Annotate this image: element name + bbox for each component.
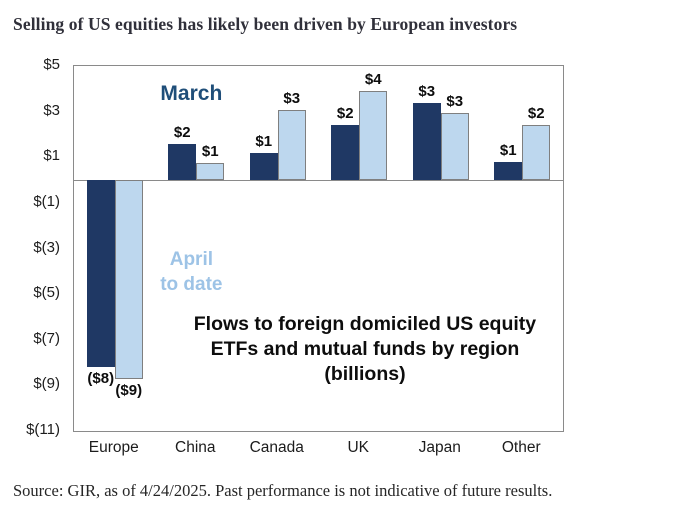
x-category-label: Other — [501, 439, 541, 456]
legend-march-label: March — [160, 82, 223, 105]
y-tick-label: $(3) — [33, 238, 60, 256]
y-tick-label: $(7) — [33, 329, 60, 347]
bar-april-japan — [440, 112, 469, 181]
y-tick-label: $(9) — [33, 375, 60, 393]
bar-value-label: ($8) — [87, 370, 115, 388]
x-category-label: Europe — [88, 439, 139, 456]
y-tick-label: $1 — [43, 147, 60, 165]
bar-april-canada — [277, 110, 306, 181]
bar-value-label: $2 — [173, 123, 191, 141]
bar-value-label: $1 — [201, 142, 219, 160]
annotation-line-2: ETFs and mutual funds by region — [210, 338, 520, 360]
annotation-line-1: Flows to foreign domiciled US equity — [193, 313, 537, 335]
bar-march-europe — [86, 180, 115, 368]
bar-april-china — [196, 162, 225, 181]
y-tick-label: $(5) — [33, 284, 60, 302]
bar-value-label: ($9) — [115, 381, 143, 399]
bar-march-other — [494, 161, 523, 181]
bar-value-label: $3 — [418, 82, 436, 100]
bar-march-canada — [249, 152, 278, 181]
bar-march-japan — [412, 102, 441, 181]
source-note: Source: GIR, as of 4/24/2025. Past perfo… — [13, 481, 553, 500]
legend-april-line-1: April — [169, 249, 213, 270]
bar-value-label: $2 — [336, 105, 354, 123]
chart-annotation: Flows to foreign domiciled US equity ETF… — [160, 312, 570, 387]
bar-april-uk — [359, 91, 388, 181]
bar-value-label: $4 — [364, 71, 382, 89]
bar-value-label: $1 — [255, 132, 273, 150]
bar-april-europe — [114, 180, 143, 379]
y-axis: $5 $3 $1 $(1) $(3) $(5) $(7) $(9) $(11) — [0, 56, 64, 438]
bar-value-label: $2 — [527, 105, 545, 123]
y-tick-label: $5 — [43, 56, 60, 73]
x-axis: Europe China Canada UK Japan Other — [73, 432, 562, 458]
legend-april-line-2: to date — [160, 274, 223, 295]
bar-value-label: $3 — [283, 90, 301, 108]
x-category-label: China — [175, 439, 216, 456]
x-category-label: UK — [347, 439, 370, 456]
legend-april-label: April to date — [160, 247, 222, 297]
bar-march-china — [168, 143, 197, 181]
chart-title: Selling of US equities has likely been d… — [13, 14, 518, 34]
annotation-line-3: (billions) — [324, 363, 406, 385]
plot-area: March April to date Flows to foreign dom… — [73, 65, 564, 432]
bar-april-other — [522, 125, 551, 181]
bar-value-label: $3 — [446, 92, 464, 110]
y-tick-label: $(11) — [26, 421, 60, 438]
zero-axis-line — [74, 180, 563, 182]
x-category-label: Canada — [249, 439, 304, 456]
bar-march-uk — [331, 125, 360, 181]
bar-value-label: $1 — [499, 141, 517, 159]
y-tick-label: $(1) — [33, 192, 60, 210]
x-category-label: Japan — [418, 439, 461, 456]
y-tick-label: $3 — [43, 101, 60, 119]
